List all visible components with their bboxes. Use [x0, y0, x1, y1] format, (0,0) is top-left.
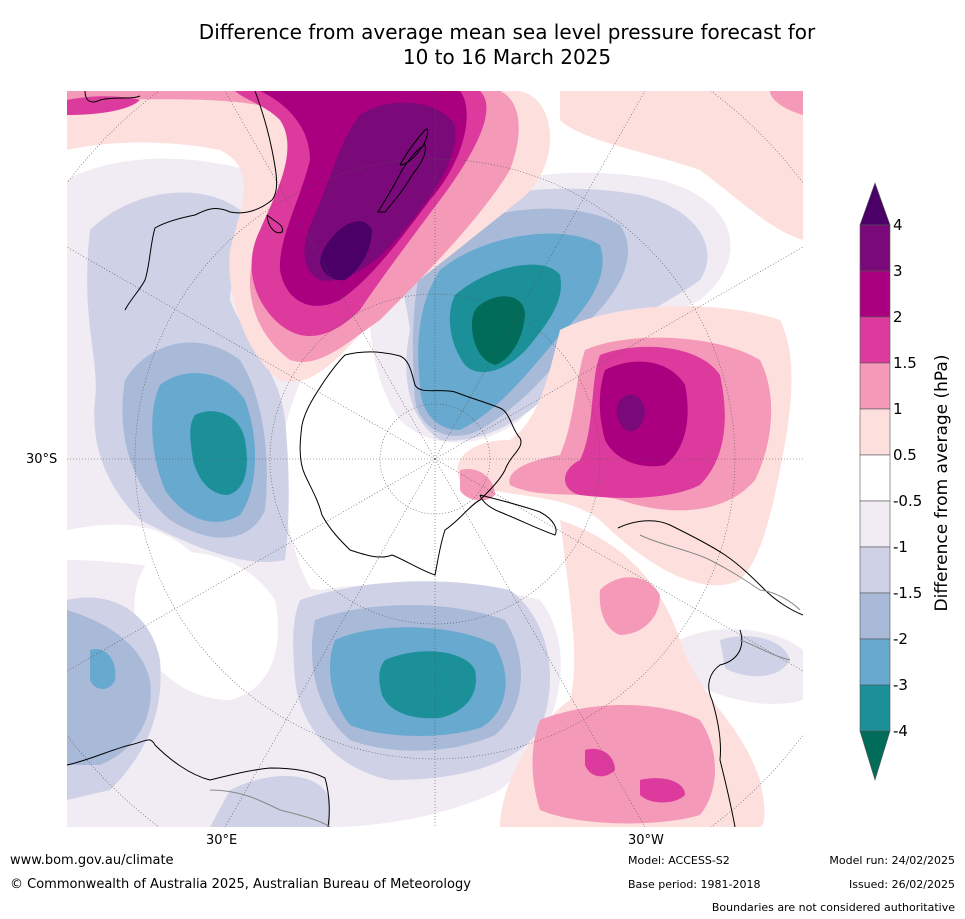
footer-issued: Issued: 26/02/2025 — [848, 878, 955, 891]
title-line-2: 10 to 16 March 2025 — [402, 45, 612, 69]
footer-model-run: Model run: 24/02/2025 — [829, 854, 955, 867]
colorbar-segment--1-5_to_-1 — [859, 546, 891, 594]
colorbar-tick-label: -1.5 — [893, 584, 923, 602]
colorbar — [859, 182, 891, 782]
pressure-anomaly-map — [67, 91, 803, 827]
colorbar-segment-0-5_to_1 — [859, 408, 891, 456]
colorbar-segment--1_to_-0-5 — [859, 500, 891, 548]
colorbar-tick-label: 1.5 — [893, 354, 917, 372]
colorbar-segment--3_to_-2 — [859, 638, 891, 686]
country-borders — [209, 534, 801, 827]
footer-disclaimer: Boundaries are not considered authoritat… — [711, 901, 955, 914]
colorbar-segment--4_to_-3 — [859, 684, 891, 732]
colorbar-tick-label: -2 — [893, 630, 908, 648]
colorbar-tick-label: 1 — [893, 400, 903, 418]
colorbar-tick-label: -0.5 — [893, 492, 923, 510]
title-line-1: Difference from average mean sea level p… — [198, 20, 816, 44]
colorbar-segment--2_to_-1-5 — [859, 592, 891, 640]
footer-model: Model: ACCESS-S2 — [628, 854, 730, 867]
positive-4-areas — [320, 221, 372, 281]
map-title: Difference from average mean sea level p… — [0, 20, 965, 70]
colorbar-segment-1-5_to_2 — [859, 316, 891, 364]
colorbar-tick-label: -1 — [893, 538, 908, 556]
colorbar-tick-label: -3 — [893, 676, 908, 694]
lon-label-30e: 30°E — [206, 833, 238, 848]
colorbar-segment-neutral — [859, 454, 891, 502]
footer-copyright: © Commonwealth of Australia 2025, Austra… — [10, 877, 471, 892]
footer-website: www.bom.gov.au/climate — [10, 853, 174, 868]
lat-label-30s: 30°S — [26, 452, 58, 467]
lon-label-30w: 30°W — [628, 833, 664, 848]
colorbar-tick-label: 0.5 — [893, 446, 917, 464]
colorbar-segment-2_to_3 — [859, 270, 891, 318]
colorbar-extend-top — [859, 182, 891, 226]
colorbar-segment-3_to_4 — [859, 224, 891, 272]
colorbar-extend-bottom — [859, 730, 891, 782]
colorbar-segment-1_to_1-5 — [859, 362, 891, 410]
colorbar-tick-label: 4 — [893, 216, 903, 234]
colorbar-tick-label: 3 — [893, 262, 903, 280]
colorbar-tick-label: -4 — [893, 722, 908, 740]
graticule — [67, 91, 803, 827]
colorbar-tick-label: 2 — [893, 308, 903, 326]
negative-4-areas — [472, 296, 525, 365]
neutral-holes — [134, 552, 278, 700]
footer-base-period: Base period: 1981-2018 — [628, 878, 761, 891]
coastlines — [67, 91, 803, 827]
colorbar-title: Difference from average (hPa) — [932, 354, 952, 612]
